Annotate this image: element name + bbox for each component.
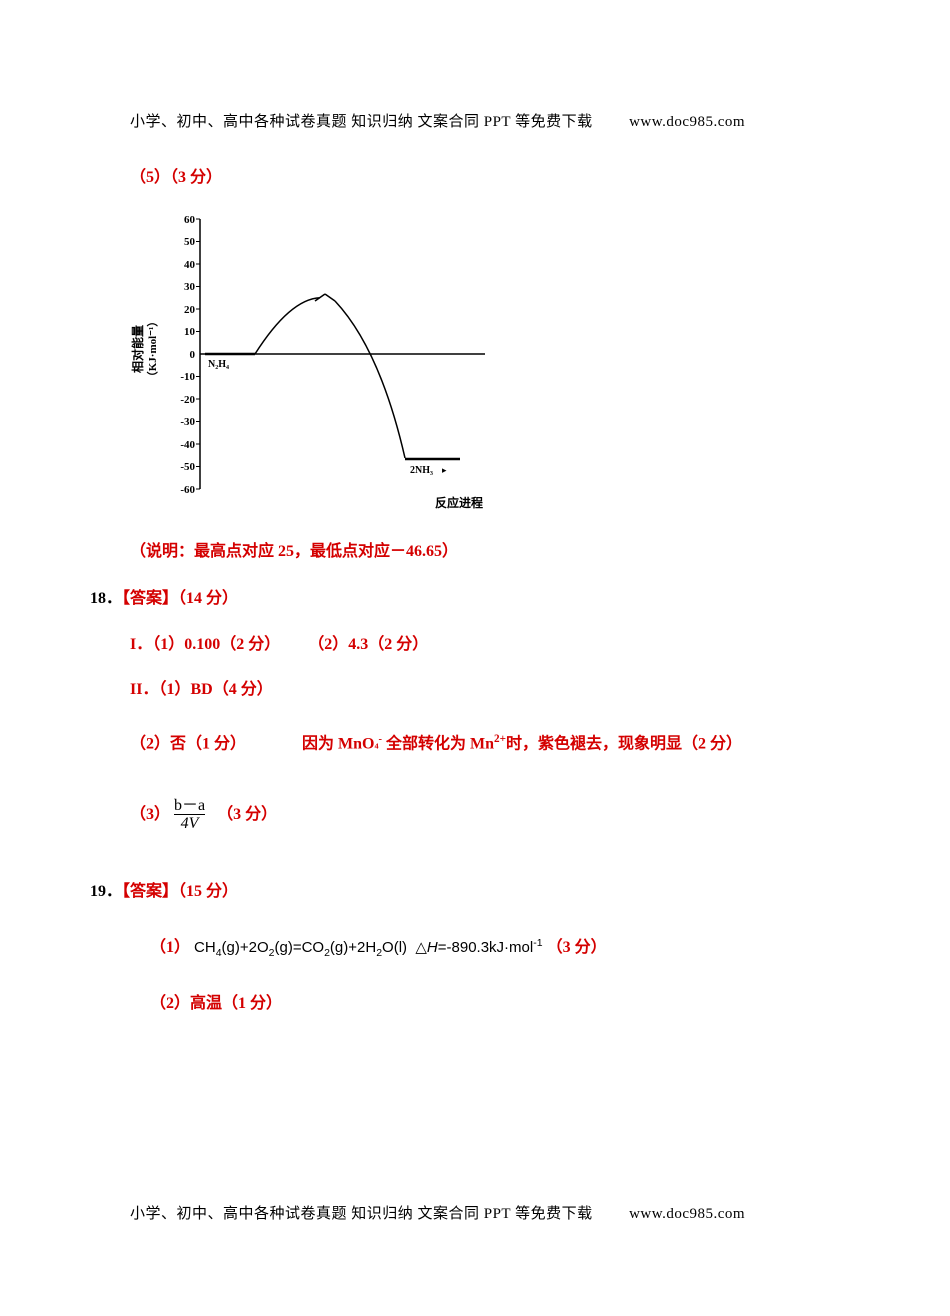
footer-text: 小学、初中、高中各种试卷真题 知识归纳 文案合同 PPT 等免费下载	[130, 1206, 593, 1222]
svg-text:-60: -60	[180, 484, 195, 496]
fraction: b－a 4V	[174, 797, 205, 833]
svg-text:▸: ▸	[442, 465, 447, 475]
q19-p1-label: （1）	[150, 939, 190, 956]
q18-p2-2b-sup1: ₄	[374, 734, 378, 749]
q18-p2-2b-pre: 因为 MnO	[302, 735, 374, 752]
q18-p2-2b-mid: 全部转化为 Mn	[382, 735, 494, 752]
q19-title: 【答案】（15 分）	[122, 883, 238, 900]
q18-num: 18．	[90, 590, 122, 607]
q18-p2-2: （2）否（1 分）因为 MnO₄- 全部转化为 Mn2+时，紫色褪去，现象明显（…	[90, 731, 860, 757]
svg-text:10: 10	[184, 326, 196, 338]
q18-p2-label: II．	[130, 681, 158, 698]
svg-text:2NH₃: 2NH₃	[410, 465, 433, 476]
q18-p1: I．（1）0.100（2 分） （2）4.3（2 分）	[90, 632, 860, 658]
q18-p1-label: I．	[130, 636, 152, 653]
q18-p2-3-pts: （3 分）	[217, 806, 277, 823]
footer-url: www.doc985.com	[629, 1206, 745, 1222]
q19-p1-pts: （3 分）	[547, 939, 607, 956]
svg-text:N₂H₄: N₂H₄	[208, 359, 229, 370]
q19-p1-formula: CH4(g)+2O2(g)=CO2(g)+2H2O(l) △H=-890.3kJ…	[194, 939, 543, 956]
chart-svg: 相对能量 （KJ·mol⁻¹） 60 50 40 30 20 10 0 -10 …	[130, 209, 500, 514]
q18-p2-1: II．（1）BD（4 分）	[90, 677, 860, 703]
svg-text:-10: -10	[180, 371, 195, 383]
svg-text:相对能量: 相对能量	[130, 325, 145, 373]
svg-text:反应进程: 反应进程	[435, 495, 483, 510]
svg-text:40: 40	[184, 259, 196, 271]
svg-text:50: 50	[184, 236, 196, 248]
svg-text:20: 20	[184, 304, 196, 316]
q18-p2-2b-post: 时，紫色褪去，现象明显（2 分）	[506, 735, 742, 752]
frac-num: b－a	[174, 797, 205, 815]
svg-text:60: 60	[184, 214, 196, 226]
page-content: （5）（3 分） 相对能量 （KJ·mol⁻¹） 60 50 40 30 20 …	[90, 165, 860, 1035]
svg-text:-50: -50	[180, 461, 195, 473]
q18-p2-2a: （2）否（1 分）	[130, 735, 246, 752]
q18-title: 【答案】（14 分）	[122, 590, 238, 607]
energy-chart: 相对能量 （KJ·mol⁻¹） 60 50 40 30 20 10 0 -10 …	[130, 209, 860, 519]
q18-p2-3-label: （3）	[130, 806, 170, 823]
header-text: 小学、初中、高中各种试卷真题 知识归纳 文案合同 PPT 等免费下载	[130, 114, 593, 130]
page-header: 小学、初中、高中各种试卷真题 知识归纳 文案合同 PPT 等免费下载 www.d…	[130, 110, 855, 131]
svg-text:-30: -30	[180, 416, 195, 428]
page-footer: 小学、初中、高中各种试卷真题 知识归纳 文案合同 PPT 等免费下载 www.d…	[130, 1202, 855, 1223]
q18-p1-2: （2）4.3（2 分）	[308, 636, 428, 653]
svg-text:-20: -20	[180, 394, 195, 406]
q19-num: 19．	[90, 883, 122, 900]
svg-text:0: 0	[190, 349, 196, 361]
header-url: www.doc985.com	[629, 114, 745, 130]
q19-header: 19．【答案】（15 分）	[90, 879, 860, 905]
q17-part5-label: （5）（3 分）	[90, 165, 860, 191]
svg-text:-40: -40	[180, 439, 195, 451]
q19-p1: （1） CH4(g)+2O2(g)=CO2(g)+2H2O(l) △H=-890…	[90, 935, 860, 962]
svg-text:30: 30	[184, 281, 196, 293]
frac-den: 4V	[174, 814, 205, 833]
q19-p2: （2）高温（1 分）	[90, 991, 860, 1017]
chart-note: （说明：最高点对应 25，最低点对应－46.65）	[90, 539, 860, 565]
q18-p2-3: （3） b－a 4V （3 分）	[90, 797, 860, 833]
svg-text:（KJ·mol⁻¹）: （KJ·mol⁻¹）	[146, 315, 159, 382]
q18-p1-1: （1）0.100（2 分）	[152, 636, 280, 653]
q18-p2-2b-sup2: 2+	[494, 733, 506, 745]
q18-header: 18．【答案】（14 分）	[90, 586, 860, 612]
q18-p2-1-text: （1）BD（4 分）	[158, 681, 272, 698]
